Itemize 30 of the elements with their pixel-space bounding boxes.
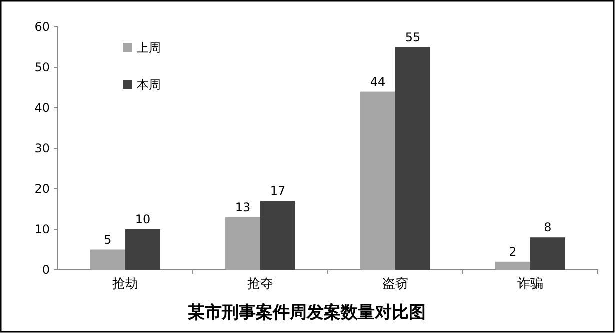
bar xyxy=(260,201,296,270)
bar xyxy=(496,262,530,270)
data-label: 5 xyxy=(104,232,112,247)
bar xyxy=(90,250,126,270)
x-tick-label: 抢劫 xyxy=(112,277,138,292)
data-label: 10 xyxy=(135,212,151,226)
y-tick-label: 60 xyxy=(34,20,50,34)
bar xyxy=(360,92,396,270)
y-tick-label: 0 xyxy=(42,263,50,277)
y-tick-label: 30 xyxy=(34,142,50,156)
bar xyxy=(396,47,430,270)
data-label: 8 xyxy=(544,220,552,235)
data-label: 44 xyxy=(370,74,386,89)
bar xyxy=(226,217,260,270)
x-tick-label: 诈骗 xyxy=(518,277,544,292)
y-tick-label: 40 xyxy=(34,101,50,115)
y-tick-label: 20 xyxy=(34,182,50,196)
x-tick-label: 盗窃 xyxy=(382,277,408,292)
data-label: 55 xyxy=(405,30,421,44)
x-tick-label: 抢夺 xyxy=(248,277,274,292)
data-label: 13 xyxy=(235,200,251,214)
legend-label: 本周 xyxy=(137,78,161,92)
y-tick-label: 50 xyxy=(34,60,50,74)
data-label: 17 xyxy=(270,184,286,198)
data-label: 2 xyxy=(509,244,517,259)
legend-label: 上周 xyxy=(137,41,161,55)
bar xyxy=(126,230,160,270)
bar xyxy=(530,238,566,270)
text: 某市刑事案件周发案数量对比图 xyxy=(187,302,426,322)
y-tick-label: 10 xyxy=(34,222,50,236)
